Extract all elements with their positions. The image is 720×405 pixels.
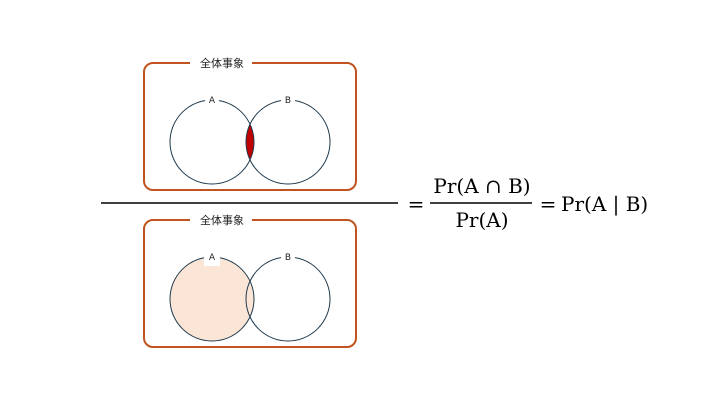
top-circle-a-fill (170, 100, 254, 184)
top-venn-panel: 全体事象 A B (143, 55, 357, 191)
formula-numerator: Pr(A ∩ B) (433, 174, 530, 198)
bottom-set-a-region (170, 257, 254, 341)
top-label-b-background (281, 94, 295, 106)
formula-equals-2: = (540, 192, 557, 216)
top-label-b: B (285, 96, 291, 106)
bottom-frame-title: 全体事象 (200, 213, 244, 227)
top-label-a-background (205, 94, 219, 106)
bottom-label-a-background (204, 250, 220, 266)
bayes-formula: = Pr(A ∩ B) Pr(A) = Pr(A | B) (408, 174, 649, 232)
top-frame-title-background (190, 55, 252, 71)
bottom-circle-b (245, 256, 331, 342)
bottom-label-b: B (285, 253, 291, 263)
formula-equals-1: = (408, 192, 425, 216)
top-label-a: A (209, 96, 216, 106)
bottom-frame-title-background (190, 212, 252, 228)
formula-denominator: Pr(A) (455, 208, 508, 232)
top-frame-title: 全体事象 (200, 56, 244, 70)
top-circle-b (245, 99, 331, 185)
bottom-label-b-background (281, 251, 295, 263)
bottom-venn-panel: 全体事象 A B (143, 212, 357, 348)
bottom-label-a: A (209, 253, 216, 263)
formula-result: Pr(A | B) (561, 192, 648, 217)
